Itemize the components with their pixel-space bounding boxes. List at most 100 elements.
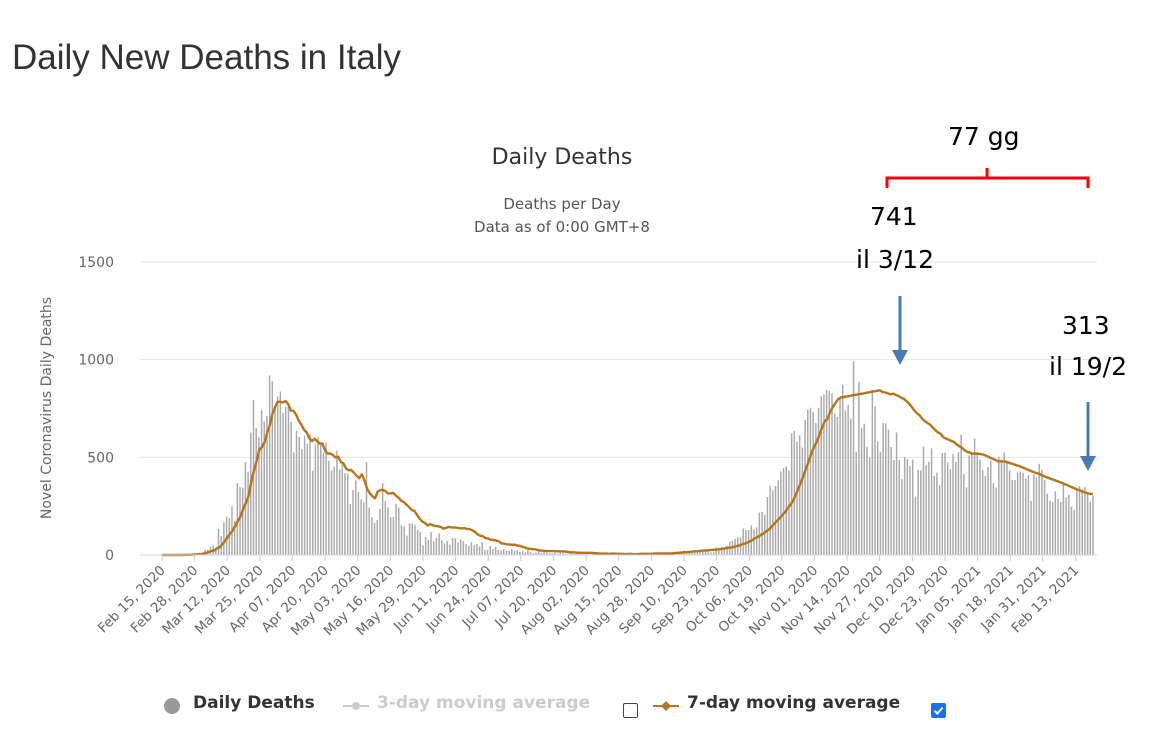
- bar: [325, 442, 327, 555]
- annotation-arrowhead-peak: [892, 350, 908, 365]
- bar: [710, 552, 712, 555]
- ma7-checkbox[interactable]: [931, 703, 946, 718]
- page-title: Daily New Deaths in Italy: [12, 38, 402, 77]
- bar: [470, 541, 473, 555]
- legend-item-ma7[interactable]: 7-day moving average: [687, 693, 900, 713]
- bar: [782, 468, 785, 555]
- bar: [311, 470, 314, 555]
- bar: [1024, 478, 1027, 555]
- bar: [406, 535, 408, 555]
- bar: [586, 553, 588, 555]
- bar: [309, 434, 311, 555]
- bar: [1041, 469, 1043, 555]
- bar: [911, 459, 914, 555]
- bar: [583, 553, 586, 555]
- bar: [1062, 481, 1065, 555]
- bar: [532, 553, 535, 555]
- bar: [777, 480, 779, 555]
- bar: [1051, 501, 1054, 555]
- bar: [459, 539, 462, 555]
- bar: [1027, 475, 1030, 555]
- bar: [901, 479, 903, 555]
- bar: [758, 512, 761, 555]
- bar: [508, 550, 510, 555]
- bar: [414, 524, 416, 555]
- bar: [753, 529, 755, 555]
- bar: [860, 428, 863, 555]
- bar: [1008, 470, 1011, 555]
- bar: [820, 396, 822, 555]
- bar: [363, 502, 365, 555]
- bar: [1033, 474, 1035, 555]
- bar: [279, 391, 282, 555]
- bar: [540, 552, 543, 555]
- bar: [890, 446, 892, 555]
- bar: [575, 552, 578, 555]
- bar: [696, 551, 699, 555]
- bar: [349, 504, 352, 555]
- annotation-latest-date: il 19/2: [1049, 352, 1127, 381]
- y-axis: 0 500 1000 1500: [78, 255, 114, 564]
- bar: [346, 473, 349, 555]
- bar: [930, 448, 933, 555]
- bar: [990, 460, 992, 555]
- bar: [215, 547, 217, 555]
- bar: [1057, 498, 1059, 555]
- legend-item-ma3[interactable]: 3-day moving average: [377, 693, 590, 713]
- bar: [333, 466, 335, 555]
- bar: [322, 452, 325, 555]
- bar: [271, 381, 274, 555]
- bar: [535, 552, 537, 555]
- bar: [793, 430, 796, 555]
- bar: [957, 452, 960, 555]
- bar: [330, 470, 333, 555]
- bar: [441, 540, 443, 555]
- bar: [217, 529, 220, 555]
- bar: [691, 551, 693, 555]
- bar: [524, 552, 526, 555]
- bar: [500, 550, 502, 555]
- bar: [772, 490, 774, 555]
- bar: [376, 520, 378, 555]
- bar: [457, 542, 459, 555]
- bar: [1089, 501, 1092, 555]
- ma3-checkbox[interactable]: [623, 703, 638, 718]
- bar: [562, 553, 564, 555]
- bar: [1059, 502, 1062, 555]
- bar: [422, 545, 424, 555]
- bar: [920, 470, 922, 555]
- y-tick-label: 500: [87, 450, 114, 466]
- bar: [427, 539, 430, 555]
- chart-subtitle: Data as of 0:00 GMT+8: [474, 218, 650, 236]
- bar: [381, 482, 384, 555]
- legend-item-daily-deaths[interactable]: Daily Deaths: [193, 693, 315, 713]
- bar: [223, 522, 225, 555]
- bar: [702, 550, 704, 555]
- bar: [1078, 486, 1081, 555]
- bar: [468, 545, 470, 555]
- bar: [486, 549, 489, 555]
- bar: [443, 543, 446, 555]
- bar: [720, 546, 723, 555]
- bar: [925, 465, 927, 555]
- bar: [871, 389, 874, 555]
- bar: [809, 407, 812, 555]
- bar: [529, 552, 532, 555]
- bars: [180, 361, 1094, 555]
- bar: [742, 528, 744, 555]
- bar: [1049, 500, 1051, 555]
- bar: [801, 447, 804, 555]
- bar: [537, 550, 540, 555]
- bar: [976, 451, 979, 555]
- bar: [1086, 493, 1089, 555]
- bar: [906, 459, 909, 555]
- bar: [392, 516, 395, 555]
- bar: [481, 542, 483, 555]
- bar: [344, 472, 346, 555]
- bar: [1019, 471, 1022, 555]
- bar: [831, 393, 833, 555]
- bar: [1016, 472, 1019, 555]
- bar: [263, 421, 265, 555]
- bar: [314, 444, 317, 555]
- bar: [395, 503, 397, 555]
